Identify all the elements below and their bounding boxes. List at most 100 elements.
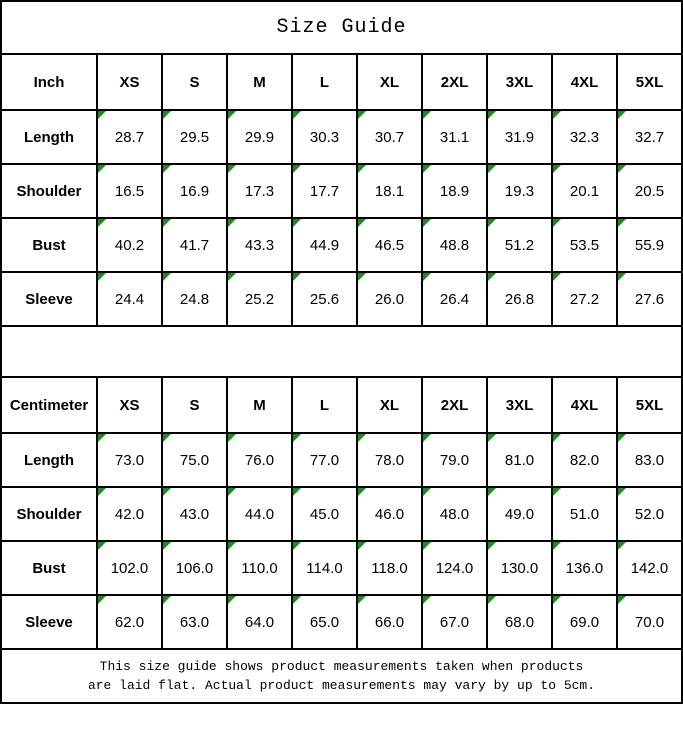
green-corner-triangle-icon xyxy=(164,274,171,281)
measurement-value: 106.0 xyxy=(175,559,214,577)
measurement-cell: 29.5 xyxy=(161,109,228,165)
green-corner-triangle-icon xyxy=(99,274,106,281)
row-label-length: Length xyxy=(0,432,98,488)
measurement-value: 24.4 xyxy=(114,290,145,308)
measurement-cell: 17.7 xyxy=(291,163,358,219)
measurement-cell: 31.1 xyxy=(421,109,488,165)
measurement-cell: 79.0 xyxy=(421,432,488,488)
column-header-4xl: 4XL xyxy=(551,53,618,111)
green-corner-triangle-icon xyxy=(554,597,561,604)
measurement-value: 70.0 xyxy=(634,613,665,631)
column-header-s: S xyxy=(161,53,228,111)
spacer-section xyxy=(0,325,683,378)
measurement-value: 30.7 xyxy=(374,128,405,146)
green-corner-triangle-icon xyxy=(359,274,366,281)
measurement-value: 69.0 xyxy=(569,613,600,631)
measurement-value: 63.0 xyxy=(179,613,210,631)
measurement-cell: 26.8 xyxy=(486,271,553,327)
measurement-cell: 40.2 xyxy=(96,217,163,273)
measurement-cell: 68.0 xyxy=(486,594,553,650)
green-corner-triangle-icon xyxy=(489,597,496,604)
green-corner-triangle-icon xyxy=(424,597,431,604)
measurement-cell: 55.9 xyxy=(616,217,683,273)
measurement-value: 25.2 xyxy=(244,290,275,308)
spacer-row xyxy=(0,325,683,378)
green-corner-triangle-icon xyxy=(294,274,301,281)
measurement-value: 78.0 xyxy=(374,451,405,469)
measurement-value: 76.0 xyxy=(244,451,275,469)
measurement-value: 30.3 xyxy=(309,128,340,146)
table-row: Shoulder 16.5 16.9 17.3 17.7 18.1 18.9 19.3 20.1… xyxy=(0,163,683,219)
column-header-l: L xyxy=(291,376,358,434)
column-header-xs: XS xyxy=(96,53,163,111)
measurement-value: 26.0 xyxy=(374,290,405,308)
green-corner-triangle-icon xyxy=(619,489,626,496)
measurement-value: 51.0 xyxy=(569,505,600,523)
measurement-value: 43.0 xyxy=(179,505,210,523)
measurement-value: 24.8 xyxy=(179,290,210,308)
green-corner-triangle-icon xyxy=(554,274,561,281)
green-corner-triangle-icon xyxy=(229,597,236,604)
column-header-xs: XS xyxy=(96,376,163,434)
measurement-value: 130.0 xyxy=(500,559,539,577)
column-header-xl: XL xyxy=(356,376,423,434)
measurement-value: 66.0 xyxy=(374,613,405,631)
measurement-value: 43.3 xyxy=(244,236,275,254)
measurement-cell: 26.4 xyxy=(421,271,488,327)
measurement-cell: 25.6 xyxy=(291,271,358,327)
green-corner-triangle-icon xyxy=(424,274,431,281)
table-row: Shoulder 42.0 43.0 44.0 45.0 46.0 48.0 49.0 51.0… xyxy=(0,486,683,542)
row-label-shoulder: Shoulder xyxy=(0,163,98,219)
green-corner-triangle-icon xyxy=(164,220,171,227)
measurement-cell: 32.7 xyxy=(616,109,683,165)
green-corner-triangle-icon xyxy=(164,489,171,496)
column-header-2xl: 2XL xyxy=(421,376,488,434)
measurement-value: 136.0 xyxy=(565,559,604,577)
measurement-cell: 49.0 xyxy=(486,486,553,542)
measurement-value: 114.0 xyxy=(306,559,343,577)
size-header-row: Inch XS S M L XL 2XL 3XL 4XL 5XL xyxy=(0,53,683,111)
inch-table-body: Inch XS S M L XL 2XL 3XL 4XL 5XL Length 28.7 29.5 29.… xyxy=(0,53,683,327)
measurement-cell: 31.9 xyxy=(486,109,553,165)
green-corner-triangle-icon xyxy=(489,112,496,119)
green-corner-triangle-icon xyxy=(619,166,626,173)
measurement-cell: 52.0 xyxy=(616,486,683,542)
measurement-cell: 81.0 xyxy=(486,432,553,488)
green-corner-triangle-icon xyxy=(359,435,366,442)
green-corner-triangle-icon xyxy=(554,166,561,173)
measurement-value: 110.0 xyxy=(241,559,278,577)
measurement-value: 118.0 xyxy=(371,559,408,577)
green-corner-triangle-icon xyxy=(359,543,366,550)
measurement-value: 81.0 xyxy=(504,451,535,469)
measurement-value: 18.1 xyxy=(374,182,405,200)
measurement-cell: 28.7 xyxy=(96,109,163,165)
green-corner-triangle-icon xyxy=(294,597,301,604)
row-label-bust: Bust xyxy=(0,540,98,596)
green-corner-triangle-icon xyxy=(294,543,301,550)
green-corner-triangle-icon xyxy=(359,112,366,119)
measurement-cell: 42.0 xyxy=(96,486,163,542)
green-corner-triangle-icon xyxy=(294,166,301,173)
column-header-4xl: 4XL xyxy=(551,376,618,434)
measurement-value: 31.1 xyxy=(439,128,470,146)
measurement-cell: 32.3 xyxy=(551,109,618,165)
measurement-cell: 75.0 xyxy=(161,432,228,488)
measurement-cell: 44.0 xyxy=(226,486,293,542)
green-corner-triangle-icon xyxy=(619,597,626,604)
measurement-cell: 27.6 xyxy=(616,271,683,327)
green-corner-triangle-icon xyxy=(99,166,106,173)
title-section: Size Guide xyxy=(0,0,683,55)
measurement-value: 79.0 xyxy=(439,451,470,469)
measurement-cell: 20.1 xyxy=(551,163,618,219)
measurement-value: 16.5 xyxy=(114,182,145,200)
measurement-cell: 16.9 xyxy=(161,163,228,219)
measurement-cell: 17.3 xyxy=(226,163,293,219)
column-header-l: L xyxy=(291,53,358,111)
measurement-value: 32.7 xyxy=(634,128,665,146)
measurement-value: 64.0 xyxy=(244,613,275,631)
measurement-cell: 63.0 xyxy=(161,594,228,650)
measurement-cell: 19.3 xyxy=(486,163,553,219)
measurement-cell: 77.0 xyxy=(291,432,358,488)
measurement-value: 26.4 xyxy=(439,290,470,308)
measurement-cell: 48.8 xyxy=(421,217,488,273)
